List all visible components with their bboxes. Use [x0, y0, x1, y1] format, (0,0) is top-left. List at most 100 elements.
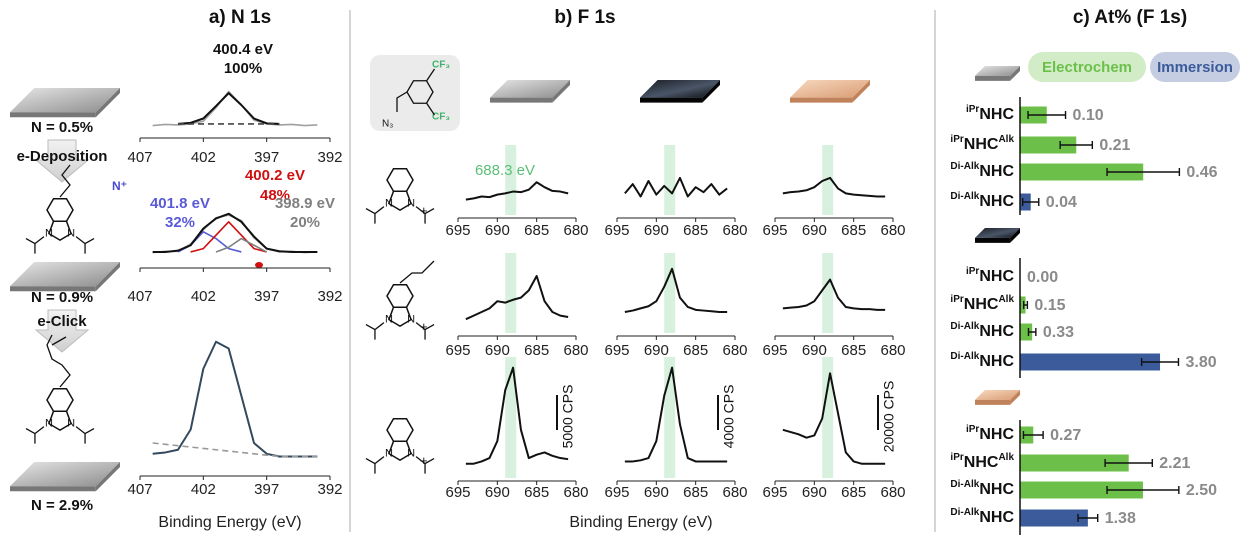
legend-label: Immersion: [1157, 59, 1233, 76]
category-label: Di-AlkNHC: [950, 321, 1014, 341]
x-tick-label: 685: [841, 484, 866, 501]
substrate-edge: [10, 286, 96, 291]
x-tick-label: 690: [802, 484, 827, 501]
x-tick-label: 690: [485, 222, 510, 239]
x-tick-label: 695: [604, 484, 629, 501]
x-tick-label: 695: [762, 222, 787, 239]
category-label: Di-AlkNHC: [950, 507, 1014, 527]
value-label: 0.27: [1050, 427, 1081, 444]
category-label: Di-AlkNHC: [950, 479, 1014, 499]
x-tick-label: 680: [880, 342, 905, 359]
annotation: 400.2 eV: [245, 167, 305, 184]
x-tick-label: 680: [563, 484, 588, 501]
structure-bond: [387, 419, 413, 442]
structure-bond: [76, 427, 94, 444]
x-tick-label: 402: [191, 288, 216, 305]
structure-bond: [76, 237, 94, 254]
x-tick-label: 685: [524, 484, 549, 501]
structure-label: N: [45, 418, 53, 430]
substrate-edge: [975, 76, 1010, 81]
structure-label: N₃: [382, 119, 393, 130]
x-tick-label: 690: [644, 484, 669, 501]
scale-label: 20000 CPS: [881, 381, 897, 453]
spectrum-line: [153, 342, 318, 457]
structure-label: N: [407, 448, 415, 460]
x-tick-label: 695: [762, 484, 787, 501]
structure-label: N: [385, 448, 393, 460]
annotation: 401.8 eV: [150, 195, 210, 212]
category-main: NHC: [979, 481, 1014, 498]
highlight-band: [822, 357, 833, 478]
structure-label: N: [407, 198, 415, 210]
substrate-edge: [640, 98, 702, 103]
x-tick-label: 680: [880, 484, 905, 501]
x-tick-label: 685: [683, 484, 708, 501]
substrate-edge: [490, 98, 552, 103]
category-prefix: iPr: [966, 266, 979, 277]
value-label: 0.00: [1027, 269, 1058, 286]
category-main: NHC: [979, 268, 1014, 285]
scale-label: 5000 CPS: [560, 385, 576, 449]
category-label: iPrNHC: [966, 266, 1014, 286]
x-tick-label: 685: [841, 222, 866, 239]
spectrum-line: [625, 178, 727, 197]
value-label: 2.21: [1159, 455, 1190, 472]
category-prefix: iPr: [966, 424, 979, 435]
value-label: 3.80: [1185, 354, 1216, 371]
x-tick-label: 685: [683, 222, 708, 239]
x-tick-label: 695: [445, 342, 470, 359]
x-tick-label: 407: [127, 149, 152, 166]
category-main: NHC: [964, 454, 999, 471]
bar: [1020, 354, 1160, 371]
category-label: iPrNHC: [966, 424, 1014, 444]
highlight-band: [664, 253, 675, 333]
x-tick-label: 402: [191, 481, 216, 498]
structure-bond: [387, 169, 413, 192]
x-tick-label: 690: [485, 342, 510, 359]
category-prefix: Di-Alk: [950, 351, 979, 362]
structure-bond: [47, 199, 73, 222]
category-main: NHC: [979, 353, 1014, 370]
n-content: N = 2.9%: [31, 497, 93, 514]
substrate-edge: [10, 112, 96, 117]
spectrum-line: [466, 182, 568, 199]
annotation: 688.3 eV: [475, 162, 535, 179]
category-main: NHC: [979, 193, 1014, 210]
category-label: Di-AlkNHC: [950, 191, 1014, 211]
category-prefix: Di-Alk: [950, 479, 979, 490]
structure-bond: [47, 389, 73, 412]
value-label: 0.33: [1043, 324, 1074, 341]
x-tick-label: 690: [644, 342, 669, 359]
x-tick-label: 407: [127, 288, 152, 305]
substrate-edge: [790, 98, 852, 103]
structure-bond: [366, 457, 384, 474]
scale-label: 4000 CPS: [721, 385, 737, 449]
structure-label: N: [385, 198, 393, 210]
category-label: iPrNHC: [966, 104, 1014, 124]
annotation: 20%: [290, 214, 320, 231]
category-prefix: iPr: [950, 452, 963, 463]
x-tick-label: 407: [127, 481, 152, 498]
axis-title: Binding Energy (eV): [569, 514, 712, 531]
category-prefix: Di-Alk: [950, 191, 979, 202]
category-label: iPrNHCAlk: [950, 294, 1014, 314]
x-tick-label: 695: [445, 484, 470, 501]
spectrum-line: [783, 178, 885, 197]
spectrum-line: [466, 276, 568, 319]
spectrum-line: [178, 93, 279, 124]
category-label: iPrNHCAlk: [950, 134, 1014, 154]
structure-label: +: [420, 319, 428, 334]
structure-bond: [400, 166, 434, 283]
category-prefix: Di-Alk: [950, 321, 979, 332]
category-suffix: Alk: [998, 294, 1014, 305]
panel-title: a) N 1s: [209, 7, 271, 28]
x-tick-label: 685: [841, 342, 866, 359]
value-label: 0.04: [1046, 194, 1077, 211]
panel-title: b) F 1s: [554, 7, 615, 28]
highlight-band: [505, 253, 516, 333]
annotation: 32%: [165, 214, 195, 231]
x-tick-label: 695: [604, 342, 629, 359]
x-tick-label: 680: [722, 342, 747, 359]
x-tick-label: 680: [722, 484, 747, 501]
category-suffix: Alk: [998, 134, 1014, 145]
